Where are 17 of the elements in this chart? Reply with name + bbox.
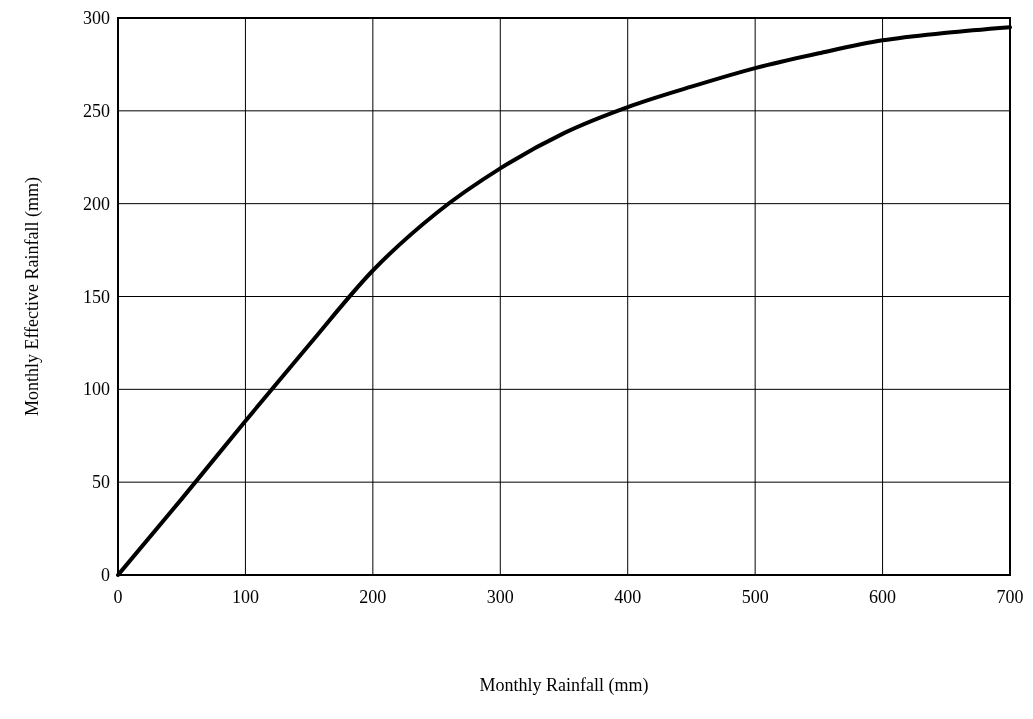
y-tick-label: 0 xyxy=(101,565,110,585)
y-tick-label: 300 xyxy=(83,8,110,28)
y-tick-label: 100 xyxy=(83,379,110,400)
y-tick-label: 200 xyxy=(83,193,110,214)
y-axis-title: Monthly Effective Rainfall (mm) xyxy=(22,176,43,417)
x-axis-title: Monthly Rainfall (mm) xyxy=(479,675,649,696)
x-tick-label: 400 xyxy=(614,587,642,607)
x-tick-label: 0 xyxy=(113,587,123,607)
x-tick-label: 300 xyxy=(486,587,514,607)
x-tick-label: 100 xyxy=(231,587,259,607)
x-tick-label: 600 xyxy=(869,587,897,607)
x-tick-label: 700 xyxy=(996,587,1024,607)
y-tick-label: 50 xyxy=(92,472,110,493)
y-tick-label: 250 xyxy=(83,100,110,121)
y-tick-label: 150 xyxy=(83,286,110,307)
x-tick-label: 500 xyxy=(741,587,769,607)
x-tick-label: 200 xyxy=(359,587,387,607)
